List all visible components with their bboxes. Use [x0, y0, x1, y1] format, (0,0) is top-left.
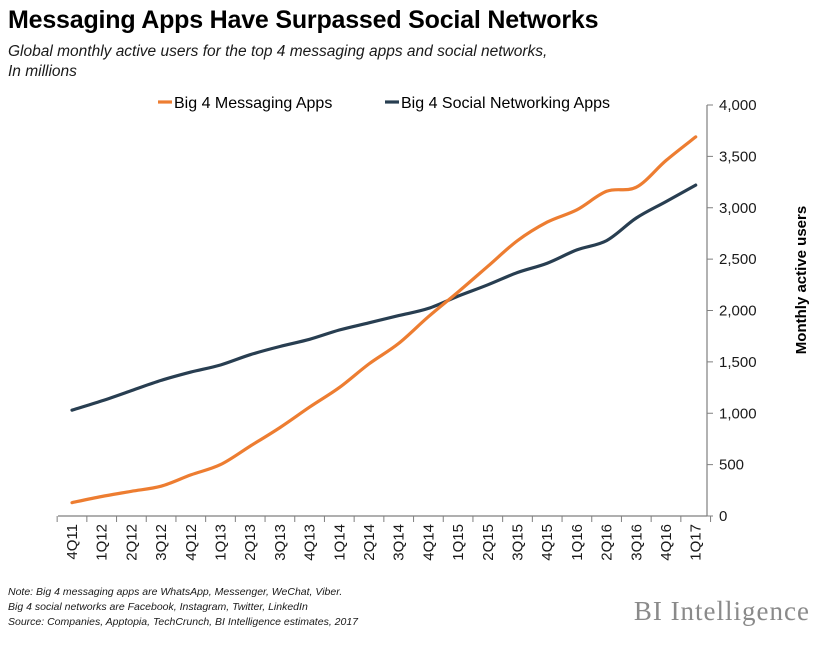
x-tick-label: 3Q14 — [391, 524, 408, 561]
y-tick-label: 3,000 — [719, 200, 757, 217]
x-tick-label: 3Q12 — [153, 524, 170, 561]
x-tick-label: 1Q12 — [94, 524, 111, 561]
legend-label-social: Big 4 Social Networking Apps — [401, 95, 610, 112]
y-tick-label: 4,000 — [719, 97, 757, 114]
y-tick-label: 0 — [719, 508, 727, 525]
y-tick-label: 2,500 — [719, 251, 757, 268]
x-tick-label: 2Q16 — [599, 524, 616, 561]
note-messaging: Note: Big 4 messaging apps are WhatsApp,… — [8, 586, 343, 598]
x-tick-label: 4Q15 — [539, 524, 556, 561]
x-tick-label: 3Q15 — [510, 524, 527, 561]
series-line-messaging — [70, 135, 698, 505]
y-tick-label: 1,000 — [719, 405, 757, 422]
x-tick-label: 4Q14 — [420, 524, 437, 561]
x-tick-label: 1Q16 — [569, 524, 586, 561]
subtitle-line-1: Global monthly active users for the top … — [8, 43, 548, 60]
x-tick-label: 1Q15 — [450, 524, 467, 561]
series-line-social — [70, 183, 698, 412]
x-axis: 4Q11 1Q12 2Q12 3Q12 4Q12 1Q13 2Q13 3Q13 4Q13 1Q14… — [56, 515, 712, 561]
legend: Big 4 Messaging Apps Big 4 Social Network… — [158, 95, 610, 112]
y-tick-label: 2,000 — [719, 303, 757, 320]
x-tick-label: 2Q14 — [361, 524, 378, 561]
brand-logo: BI Intelligence — [633, 596, 810, 626]
legend-label-messaging: Big 4 Messaging Apps — [174, 95, 332, 112]
x-tick-label: 2Q13 — [242, 524, 259, 561]
x-tick-label: 1Q13 — [213, 524, 230, 561]
x-tick-label: 3Q13 — [272, 524, 289, 561]
x-tick-label: 1Q17 — [688, 524, 705, 561]
y-tick-label: 3,500 — [719, 148, 757, 165]
y-axis-label: Monthly active users — [793, 206, 810, 354]
y-tick-label: 1,500 — [719, 354, 757, 371]
chart-title: Messaging Apps Have Surpassed Social Net… — [8, 6, 599, 34]
y-tick-label: 500 — [719, 457, 744, 474]
x-tick-label: 4Q13 — [302, 524, 319, 561]
chart-subtitle: Global monthly active users for the top … — [8, 42, 547, 82]
x-tick-label: 2Q15 — [480, 524, 497, 561]
subtitle-line-2: In millions — [8, 63, 77, 80]
y-axis: 0 500 1,000 1,500 2,000 2,500 3,000 3,500 4,000 — [706, 97, 757, 525]
x-tick-label: 4Q11 — [64, 524, 81, 560]
footnotes: Note: Big 4 messaging apps are WhatsApp,… — [8, 585, 358, 630]
source-note: Source: Companies, Apptopia, TechCrunch,… — [8, 616, 359, 628]
series-layer — [70, 135, 698, 505]
x-tick-label: 4Q16 — [658, 524, 675, 561]
x-tick-label: 4Q12 — [183, 524, 200, 561]
x-tick-label: 1Q14 — [331, 524, 348, 561]
x-tick-label: 2Q12 — [123, 524, 140, 561]
note-social: Big 4 social networks are Facebook, Inst… — [8, 601, 308, 613]
x-tick-label: 3Q16 — [628, 524, 645, 561]
